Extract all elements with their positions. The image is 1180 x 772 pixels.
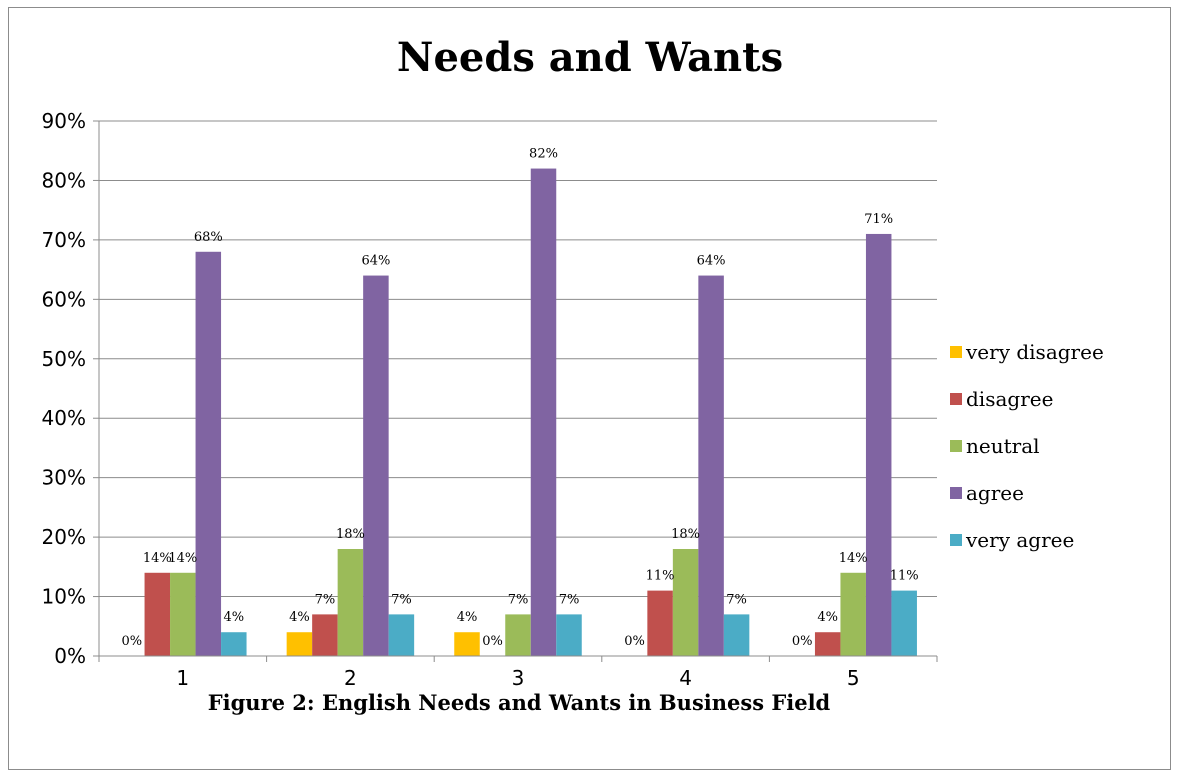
bar-neutral [840,572,866,656]
bar-very-agree [221,632,247,656]
data-label: 64% [361,254,390,269]
gridlines [99,120,937,598]
bar-neutral [337,549,364,656]
x-tick-label: 2 [344,666,357,690]
data-label: 68% [194,230,223,245]
axes: 0% 10% 20% 30% 40% 50% 60% 70% 80% 90% 1 2 3 4 5 [42,109,938,690]
legend-swatch [950,486,962,499]
bar-agree [530,168,557,657]
chart-title: Needs and Wants [396,34,784,81]
y-tick-label: 20% [42,525,86,549]
data-label: 7% [726,592,747,607]
data-label: 0% [482,634,503,649]
data-label: 18% [336,527,365,542]
legend-swatch [950,392,962,405]
legend-swatch [950,533,962,546]
data-label: 4% [457,610,478,625]
bar-very-disagree [286,632,313,656]
y-tick-label: 0% [54,644,86,668]
bar-neutral [672,549,699,656]
y-tick-label: 10% [42,585,86,609]
bar-neutral [170,572,196,656]
legend-item: agree [950,469,1104,516]
y-tick-label: 60% [42,287,86,311]
x-tick-label: 1 [176,666,189,690]
data-label: 7% [508,592,529,607]
y-tick-label: 30% [42,466,86,490]
bar-very-disagree [454,632,480,656]
y-tick-label: 70% [42,228,86,252]
data-label: 14% [839,551,868,566]
legend: very disagree disagree neutral agree very ag… [950,328,1104,563]
data-label: 0% [792,634,813,649]
y-tick-label: 80% [42,168,86,192]
data-label: 11% [890,569,919,584]
legend-label: disagree [966,386,1054,411]
data-label: 11% [646,569,675,584]
data-label: 71% [864,212,893,227]
legend-item: neutral [950,422,1104,469]
y-tick-label: 90% [42,109,86,133]
bar-disagree [144,572,171,656]
bar-very-agree [388,614,415,656]
legend-label: agree [966,480,1024,505]
data-label: 7% [315,592,336,607]
legend-item: very disagree [950,328,1104,375]
data-label: 4% [289,610,310,625]
data-label: 7% [391,592,412,607]
bars [144,168,917,657]
data-label: 18% [671,527,700,542]
legend-label: very disagree [966,339,1104,364]
legend-swatch [950,345,962,358]
bar-agree [363,275,389,656]
figure-caption: Figure 2: English Needs and Wants in Bus… [207,690,831,715]
data-label: 82% [529,147,558,162]
data-labels: 0%14%14%68%4% 4%7%18%64%7%4%0%7%82%7%0%11… [121,147,918,649]
bar-disagree [312,614,338,656]
legend-item: disagree [950,375,1104,422]
legend-label: very agree [966,527,1075,552]
x-tick-label: 4 [679,666,692,690]
data-label: 0% [624,634,645,649]
bar-disagree [814,632,841,656]
data-label: 4% [223,610,244,625]
chart-frame [8,7,1171,770]
data-label: 14% [168,551,197,566]
y-tick-label: 50% [42,347,86,371]
data-label: 4% [817,610,838,625]
data-label: 14% [143,551,172,566]
x-tick-label: 5 [847,666,860,690]
bar-disagree [647,590,673,656]
bar-neutral [505,614,531,656]
x-tick-label: 3 [512,666,525,690]
data-label: 7% [559,592,580,607]
legend-swatch [950,439,962,452]
legend-label: neutral [966,433,1040,458]
bar-agree [195,251,222,656]
y-tick-label: 40% [42,406,86,430]
bar-very-agree [723,614,750,656]
data-label: 0% [121,634,142,649]
legend-item: very agree [950,516,1104,563]
bar-very-agree [556,614,582,656]
bar-agree [865,233,892,656]
bar-very-agree [891,590,917,656]
bar-agree [698,275,724,656]
data-label: 64% [697,254,726,269]
